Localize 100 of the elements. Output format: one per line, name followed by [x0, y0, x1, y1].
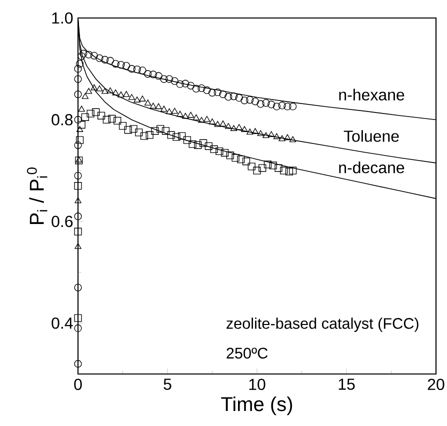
point [118, 122, 127, 130]
point [246, 128, 254, 134]
point [84, 50, 93, 58]
point [178, 132, 186, 140]
point [210, 145, 218, 154]
point [140, 132, 148, 140]
point [289, 166, 297, 174]
point [76, 60, 84, 68]
point [106, 87, 114, 94]
y-tick-label: 1.0 [52, 12, 73, 24]
series-label: n-hexane [339, 88, 404, 100]
point [74, 324, 82, 332]
point [204, 142, 212, 150]
point [166, 108, 173, 114]
point [198, 116, 205, 123]
point [78, 106, 85, 112]
point [135, 128, 143, 136]
point [92, 108, 100, 116]
point [256, 100, 264, 108]
point [74, 284, 82, 292]
point [139, 96, 146, 102]
annotation: zeolite-based catalyst (FCC) [226, 318, 418, 332]
point [182, 80, 190, 88]
point [74, 90, 82, 98]
point [144, 100, 152, 106]
y-tick-label: 0.8 [52, 114, 73, 126]
point [258, 164, 266, 172]
point [172, 133, 180, 141]
point [198, 84, 206, 92]
point [160, 106, 168, 112]
point [284, 102, 292, 110]
point [208, 88, 216, 97]
point [214, 121, 221, 127]
point [74, 197, 82, 204]
point [106, 56, 114, 65]
point [128, 94, 136, 100]
point [75, 156, 83, 164]
point [155, 103, 162, 110]
point [182, 112, 189, 119]
annotation: 250ºC [226, 348, 268, 359]
point [208, 118, 216, 124]
point [278, 135, 286, 142]
point [146, 131, 154, 139]
point [144, 70, 152, 78]
point [192, 114, 200, 120]
point [241, 126, 248, 132]
x-tick-label: 10 [249, 378, 266, 390]
y-tick-label: 0.4 [52, 317, 73, 329]
point [251, 98, 260, 106]
point [160, 75, 168, 83]
point [114, 116, 122, 125]
point [102, 116, 110, 124]
point [284, 134, 291, 140]
point [134, 96, 140, 102]
x-tick-label: 20 [428, 378, 444, 390]
point [74, 212, 82, 220]
point [86, 110, 94, 118]
point [97, 112, 106, 120]
point [78, 121, 86, 129]
point [253, 166, 261, 174]
x-tick-label: 0 [74, 378, 82, 390]
point [128, 65, 136, 73]
point [264, 160, 272, 168]
point [74, 172, 82, 180]
point [74, 182, 82, 190]
point [112, 60, 120, 68]
point [74, 360, 82, 368]
point [162, 127, 170, 135]
point [117, 60, 125, 69]
point [194, 141, 202, 149]
point [156, 125, 164, 133]
point [246, 96, 254, 104]
point [262, 132, 270, 138]
x-tick-label: 15 [338, 378, 355, 390]
point [289, 102, 297, 110]
point [278, 102, 286, 110]
point [74, 75, 82, 83]
point [242, 158, 250, 166]
point [85, 88, 92, 94]
point [138, 66, 146, 74]
point [225, 123, 232, 129]
point [220, 120, 226, 126]
point [214, 88, 222, 96]
point [226, 152, 234, 160]
point [96, 85, 103, 92]
point [76, 156, 82, 162]
point [124, 126, 132, 134]
point [122, 90, 130, 97]
point [183, 136, 191, 144]
point [188, 140, 196, 148]
point [232, 154, 240, 162]
point [150, 102, 157, 109]
point [90, 52, 98, 60]
point [289, 136, 296, 142]
point [151, 127, 159, 135]
point [154, 72, 162, 80]
point [204, 116, 210, 122]
y-axis-title: P$_{i}$ / P$_{i}$0 [26, 168, 48, 224]
point [74, 141, 82, 149]
point [176, 80, 184, 88]
